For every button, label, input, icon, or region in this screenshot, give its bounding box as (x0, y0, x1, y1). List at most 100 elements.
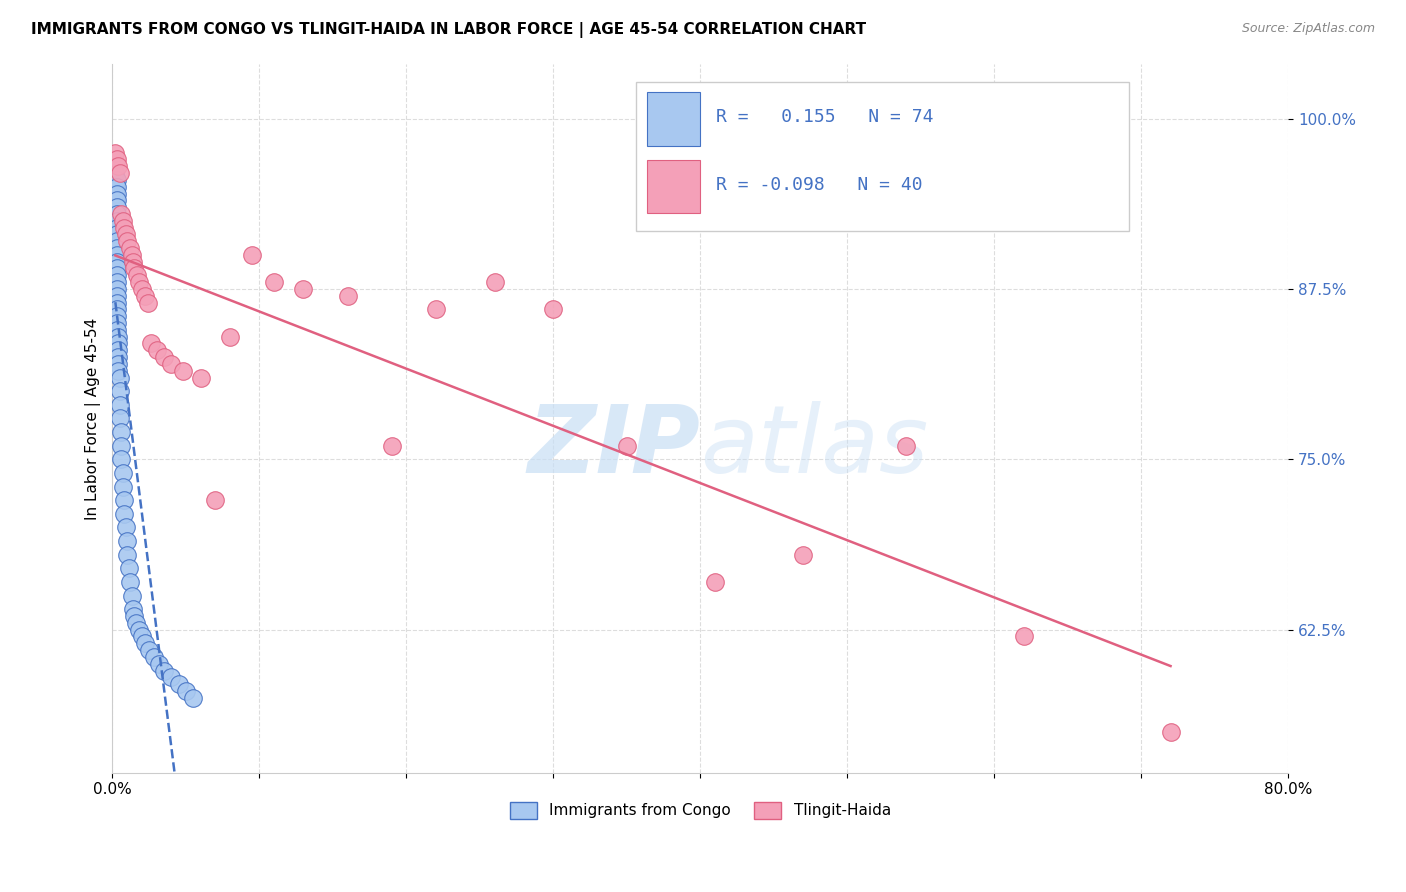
Point (174, 684, 197, 698)
Point (336, 289, 359, 303)
FancyBboxPatch shape (636, 82, 1129, 231)
Point (105, 173, 128, 187)
Point (181, 690, 204, 705)
Point (105, 309, 128, 323)
Point (105, 323, 128, 337)
Point (127, 268, 149, 283)
Point (142, 649, 165, 664)
Y-axis label: In Labor Force | Age 45-54: In Labor Force | Age 45-54 (86, 318, 101, 519)
Point (121, 248, 143, 262)
Point (172, 364, 194, 378)
Point (108, 166, 131, 180)
Point (543, 302, 565, 317)
Point (121, 589, 143, 603)
Text: Source: ZipAtlas.com: Source: ZipAtlas.com (1241, 22, 1375, 36)
Point (131, 630, 153, 644)
Point (105, 261, 128, 276)
Point (105, 241, 128, 255)
Point (118, 241, 141, 255)
Point (105, 179, 128, 194)
Point (704, 574, 727, 589)
Point (134, 289, 156, 303)
Point (104, 241, 127, 255)
Point (124, 609, 146, 624)
Point (240, 248, 263, 262)
Point (153, 664, 176, 678)
Point (108, 398, 131, 412)
Point (148, 657, 170, 671)
Point (1012, 630, 1035, 644)
Point (145, 343, 167, 358)
Point (105, 214, 128, 228)
Point (153, 350, 176, 364)
Point (204, 493, 226, 508)
Text: atlas: atlas (700, 401, 928, 492)
Point (107, 343, 129, 358)
Point (112, 220, 135, 235)
Point (105, 268, 128, 283)
Point (134, 636, 156, 650)
Point (128, 275, 150, 289)
Point (131, 282, 153, 296)
Bar (647, 160, 700, 213)
Point (107, 329, 129, 343)
Point (110, 425, 132, 439)
Point (105, 289, 128, 303)
Point (104, 227, 127, 242)
Point (105, 227, 128, 242)
Point (160, 357, 183, 371)
Point (122, 254, 145, 268)
Point (219, 329, 242, 343)
Point (136, 295, 159, 310)
Point (122, 602, 145, 616)
Point (104, 194, 127, 208)
Point (105, 220, 128, 235)
Bar (647, 93, 700, 145)
Point (105, 200, 128, 214)
Point (425, 302, 447, 317)
Point (105, 248, 128, 262)
Point (105, 302, 128, 317)
Point (190, 370, 212, 384)
Point (111, 479, 134, 493)
Point (124, 261, 146, 276)
Point (107, 159, 129, 173)
Text: ZIP: ZIP (527, 401, 700, 492)
Point (110, 439, 132, 453)
Point (104, 200, 127, 214)
Point (104, 173, 127, 187)
Point (105, 295, 128, 310)
Point (484, 275, 506, 289)
Point (381, 439, 404, 453)
Point (616, 439, 638, 453)
Point (114, 520, 136, 534)
Point (107, 350, 129, 364)
Point (104, 248, 127, 262)
Point (107, 357, 129, 371)
Point (104, 186, 127, 201)
Point (105, 282, 128, 296)
Point (104, 214, 127, 228)
Point (792, 548, 814, 562)
Point (105, 316, 128, 330)
Point (292, 282, 315, 296)
Legend: Immigrants from Congo, Tlingit-Haida: Immigrants from Congo, Tlingit-Haida (503, 796, 897, 825)
Point (104, 166, 127, 180)
Point (138, 643, 160, 657)
Point (128, 623, 150, 637)
Point (115, 534, 138, 549)
Point (108, 370, 131, 384)
Point (263, 275, 285, 289)
Point (139, 336, 162, 351)
Point (104, 207, 127, 221)
Point (117, 561, 139, 575)
Point (118, 574, 141, 589)
Point (105, 275, 128, 289)
Point (112, 493, 135, 508)
Point (167, 677, 190, 691)
Point (104, 145, 127, 160)
Point (110, 207, 132, 221)
Point (1160, 724, 1182, 739)
Point (107, 364, 129, 378)
Point (115, 234, 138, 248)
